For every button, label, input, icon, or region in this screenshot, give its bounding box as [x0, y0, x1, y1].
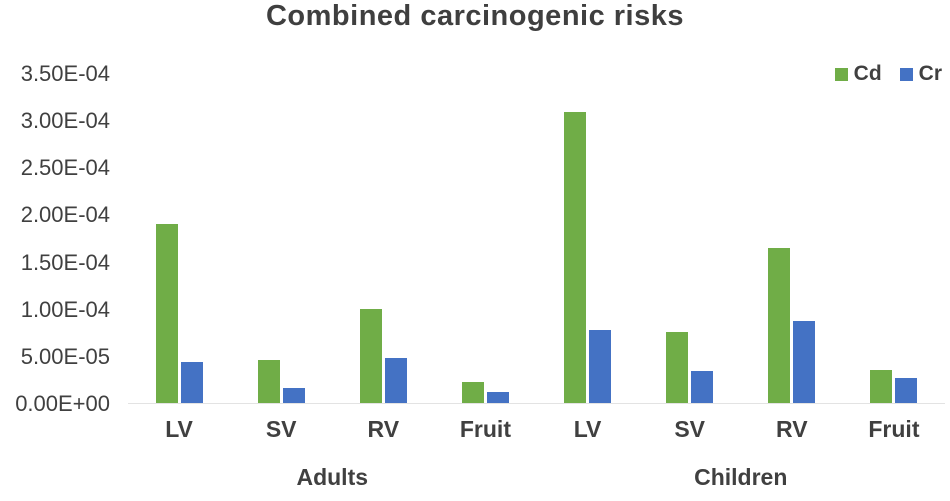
bar-cr-children-rv — [793, 321, 816, 403]
category-children-fruit — [843, 74, 945, 403]
legend-item-cr: Cr — [899, 62, 942, 86]
category-adults-lv — [128, 74, 230, 403]
group-label-children: Children — [694, 464, 788, 490]
legend-item-cd: Cd — [834, 62, 882, 86]
category-children-sv — [639, 74, 741, 403]
bar-cd-adults-sv — [257, 359, 280, 403]
x-axis-labels: LV SV RV Fruit LV SV RV Fruit — [128, 416, 945, 443]
y-tick-label: 5.00E-05 — [20, 343, 110, 369]
x-category-label-rv-2: RV — [367, 416, 400, 442]
y-tick-label: 0.00E+00 — [15, 391, 110, 416]
x-category-label-sv-5: SV — [674, 416, 706, 442]
category-children-rv — [741, 74, 843, 403]
x-category-label-lv-0: LV — [165, 416, 193, 442]
legend-label-cr: Cr — [918, 62, 942, 85]
category-children-lv — [537, 74, 639, 403]
category-adults-rv — [332, 74, 434, 403]
y-tick-label: 2.00E-04 — [20, 202, 110, 228]
bar-cd-adults-fruit — [461, 382, 484, 403]
group-label-adults: Adults — [296, 464, 369, 490]
chart-title: Combined carcinogenic risks — [265, 0, 684, 32]
plot-area — [128, 74, 945, 404]
y-tick-label: 1.50E-04 — [20, 249, 110, 275]
bar-cr-adults-sv — [282, 387, 305, 403]
x-category-label-lv-4: LV — [573, 416, 602, 442]
y-tick-label: 1.00E-04 — [20, 296, 110, 322]
x-category-label-fruit-3: Fruit — [459, 416, 511, 442]
legend-swatch-cd-icon — [834, 67, 848, 81]
legend-label-cd: Cd — [853, 62, 882, 85]
y-axis-labels: 3.50E-04 3.00E-04 2.50E-04 2.00E-04 1.50E-04… — [0, 61, 114, 416]
category-adults-fruit — [434, 74, 536, 403]
group-labels: Adults Children — [128, 464, 945, 491]
bar-cr-adults-rv — [384, 357, 407, 403]
bar-cd-adults-lv — [155, 224, 178, 403]
category-adults-sv — [230, 74, 332, 403]
bar-cr-adults-lv — [180, 361, 203, 403]
x-category-label-rv-6: RV — [776, 416, 808, 442]
bar-cd-children-fruit — [870, 370, 893, 403]
bar-cr-children-sv — [691, 371, 714, 403]
bar-cd-adults-rv — [359, 309, 382, 403]
bar-cr-children-lv — [589, 329, 612, 403]
x-category-label-sv-1: SV — [265, 416, 297, 442]
y-tick-label: 3.50E-04 — [20, 61, 110, 86]
y-tick-label: 3.00E-04 — [20, 108, 110, 134]
bar-cd-children-sv — [666, 331, 689, 403]
x-category-label-fruit-7: Fruit — [868, 416, 920, 442]
bar-cr-children-fruit — [895, 377, 918, 403]
legend-swatch-cr-icon — [899, 67, 913, 81]
legend: Cd Cr — [834, 62, 942, 86]
bar-cr-adults-fruit — [486, 391, 509, 403]
y-tick-label: 2.50E-04 — [20, 155, 110, 181]
bar-cd-children-lv — [564, 111, 587, 403]
bar-cd-children-rv — [768, 247, 791, 403]
